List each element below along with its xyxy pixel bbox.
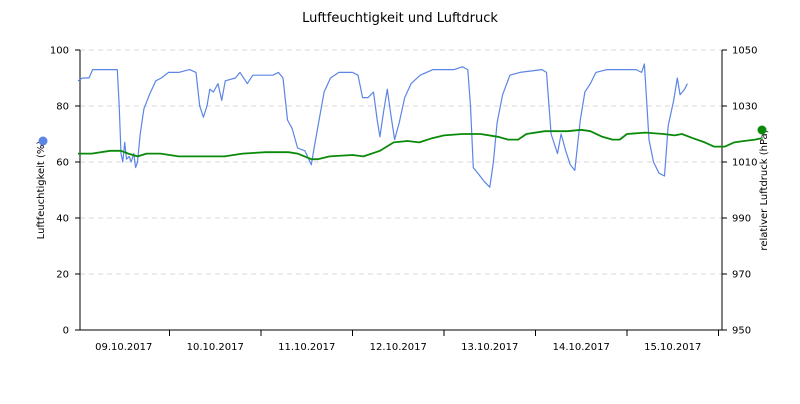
left-axis-ticks: 0 20 40 60 80 100: [50, 46, 80, 337]
left-tick-label: 40: [56, 214, 69, 225]
left-tick-label: 20: [56, 270, 69, 281]
x-tick-label: 12.10.2017: [370, 342, 427, 353]
pressure-line: [78, 128, 762, 161]
x-tick-label: 10.10.2017: [187, 342, 244, 353]
humidity-legend-dot: [38, 136, 48, 146]
left-axis-label: Luftfeuchtigkeit (%): [36, 141, 47, 240]
grid: [80, 49, 722, 275]
right-tick-label: 950: [732, 326, 751, 337]
left-tick-label: 60: [56, 158, 69, 169]
x-tick-label: 13.10.2017: [461, 342, 518, 353]
series-lines: [77, 63, 762, 188]
x-tick-label: 14.10.2017: [553, 342, 610, 353]
chart-title: Luftfeuchtigkeit und Luftdruck: [302, 11, 498, 26]
pressure-legend-dot: [757, 125, 767, 135]
right-tick-label: 1030: [732, 102, 757, 113]
right-tick-label: 990: [732, 214, 751, 225]
right-tick-label: 1010: [732, 158, 757, 169]
right-tick-label: 970: [732, 270, 751, 281]
x-tick-label: 11.10.2017: [278, 342, 335, 353]
right-axis-ticks: 950 970 990 1010 1030 1050: [722, 46, 757, 337]
right-axis-label: relativer Luftdruck (hPa): [759, 129, 770, 250]
left-tick-label: 100: [50, 46, 69, 57]
x-tick-label: 15.10.2017: [644, 342, 701, 353]
left-tick-label: 80: [56, 102, 69, 113]
x-tick-label: 09.10.2017: [95, 342, 152, 353]
humidity-line: [77, 63, 688, 188]
left-tick-label: 0: [63, 326, 69, 337]
x-axis-ticks: 09.10.2017 10.10.2017 11.10.2017 12.10.2017…: [95, 330, 719, 353]
axes: [79, 50, 723, 331]
right-tick-label: 1050: [732, 46, 757, 57]
